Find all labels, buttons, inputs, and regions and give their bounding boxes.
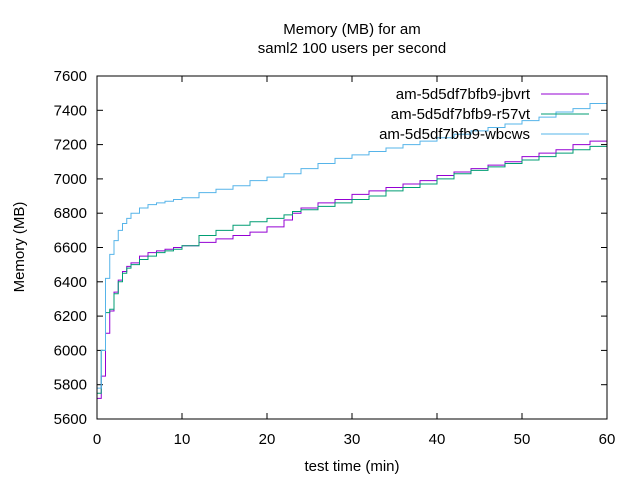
y-axis-label: Memory (MB) (11, 202, 28, 293)
legend-label-1: am-5d5df7bfb9-jbvrt (396, 86, 531, 103)
series-line-2 (97, 142, 608, 394)
y-tick-label: 5800 (54, 377, 87, 394)
x-tick-label: 60 (599, 431, 616, 448)
y-tick-label: 6600 (54, 240, 87, 257)
y-tick-label: 7200 (54, 137, 87, 154)
legend-label-2: am-5d5df7bfb9-r57vt (391, 106, 531, 123)
y-tick-label: 5600 (54, 411, 87, 428)
x-tick-label: 10 (174, 431, 191, 448)
chart-subtitle: saml2 100 users per second (258, 40, 446, 57)
legend-label-3: am-5d5df7bfb9-wbcws (379, 126, 530, 143)
x-tick-label: 20 (259, 431, 276, 448)
series-group (97, 98, 608, 399)
y-tick-label: 6800 (54, 205, 87, 222)
x-tick-label: 50 (514, 431, 531, 448)
legend: am-5d5df7bfb9-jbvrt am-5d5df7bfb9-r57vt am… (379, 86, 589, 143)
y-tick-label: 7000 (54, 171, 87, 188)
y-tick-label: 7600 (54, 68, 87, 85)
series-line-1 (97, 137, 608, 399)
x-axis-label: test time (min) (304, 458, 399, 475)
y-tick-label: 6200 (54, 308, 87, 325)
x-tick-label: 0 (93, 431, 101, 448)
y-tick-label: 6400 (54, 274, 87, 291)
chart-title: Memory (MB) for am (283, 21, 421, 38)
plot-frame (96, 75, 608, 420)
y-tick-label: 6000 (54, 342, 87, 359)
y-tick-label: 7400 (54, 102, 87, 119)
ticks-group: 0 10 20 30 40 50 60 5600 5800 6000 6200 6400 6600 680… (54, 68, 616, 448)
x-tick-label: 30 (344, 431, 361, 448)
series-line-3 (97, 98, 608, 389)
x-tick-label: 40 (429, 431, 446, 448)
